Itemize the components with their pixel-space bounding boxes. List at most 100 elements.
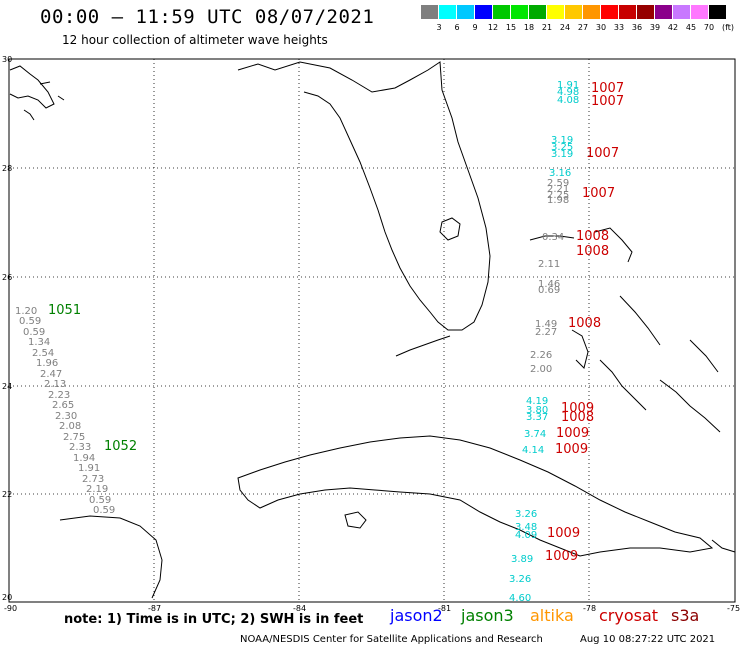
pressure-label: 1008 xyxy=(576,229,609,244)
lat-axis: 30 28 26 24 22 20 xyxy=(2,55,12,602)
wave-height-label: 1.91 xyxy=(78,463,100,474)
colorbar-tick-label: 9 xyxy=(472,23,478,32)
bahamas-east xyxy=(689,339,719,373)
pressure-label: 1009 xyxy=(561,401,594,416)
bahamas-south xyxy=(659,379,721,433)
colorbar-swatch xyxy=(529,5,546,19)
colorbar-swatch xyxy=(421,5,438,19)
satellite-legend-item: cryosat xyxy=(599,606,659,625)
pressure-label: 1009 xyxy=(547,526,580,541)
wave-height-label: 2.33 xyxy=(69,442,91,453)
wave-height-label: 3.19 xyxy=(551,135,573,146)
colorbar-swatch xyxy=(637,5,654,19)
wave-height-label: 1.20 xyxy=(15,306,37,317)
coastline-cuba xyxy=(237,435,714,557)
wave-height-label: 3.16 xyxy=(549,168,571,179)
lon-axis: -90 -87 -84 -81 -78 -75 xyxy=(4,604,740,613)
colorbar-tick-label: 70 xyxy=(703,23,715,32)
wave-height-label: 1.34 xyxy=(28,337,50,348)
florida-keys xyxy=(395,335,451,357)
colorbar-swatch xyxy=(619,5,636,19)
lat-label: 28 xyxy=(2,164,12,173)
pressure-label: 1007 xyxy=(586,146,619,161)
coastlines xyxy=(9,61,736,599)
colorbar-tick-label: 42 xyxy=(667,23,679,32)
colorbar-tick-label: 18 xyxy=(523,23,535,32)
lon-label: -84 xyxy=(293,604,306,613)
satellite-legend-item: s3a xyxy=(671,606,700,625)
wave-height-label: 2.23 xyxy=(48,390,70,401)
pressure-label: 1009 xyxy=(545,549,578,564)
pressure-label: 1051 xyxy=(48,303,81,318)
wave-height-label: 1.94 xyxy=(73,453,95,464)
lat-label: 24 xyxy=(2,382,12,391)
lake-okeechobee xyxy=(439,217,461,241)
wave-height-label: 4.60 xyxy=(509,593,531,604)
colorbar-swatch xyxy=(511,5,528,19)
wave-height-label: 3.74 xyxy=(524,429,546,440)
map-frame xyxy=(8,58,736,603)
coastline-florida xyxy=(237,61,491,331)
lon-label: -90 xyxy=(4,604,17,613)
wave-height-label: 4.98 xyxy=(557,87,579,98)
colorbar-tick-label: 6 xyxy=(454,23,460,32)
lat-label: 22 xyxy=(2,490,12,499)
wave-height-label: 2.25 xyxy=(547,190,569,201)
colorbar-tick-label: 3 xyxy=(436,23,442,32)
colorbar-swatch xyxy=(547,5,564,19)
wave-height-label: 0.59 xyxy=(23,327,45,338)
lon-label: -81 xyxy=(438,604,451,613)
graticule xyxy=(9,59,735,602)
colorbar-swatch xyxy=(493,5,510,19)
coastline-hispaniola xyxy=(711,539,736,553)
wave-height-label: 4.08 xyxy=(557,95,579,106)
wave-height-label: 0.69 xyxy=(538,285,560,296)
pressure-label: 1009 xyxy=(556,426,589,441)
wave-height-label: 1.96 xyxy=(36,358,58,369)
map-title: 00:00 – 11:59 UTC 08/07/2021 xyxy=(40,6,375,28)
wave-height-label: 1.49 xyxy=(535,319,557,330)
wave-height-label: 3.48 xyxy=(515,522,537,533)
colorbar-tick-label: 24 xyxy=(559,23,571,32)
wave-height-label: 3.19 xyxy=(551,149,573,160)
wave-height-label: 2.21 xyxy=(547,184,569,195)
colorbar-tick-label: 39 xyxy=(649,23,661,32)
wave-height-label: 4.19 xyxy=(526,396,548,407)
colorbar-swatch xyxy=(439,5,456,19)
wave-height-label: 2.47 xyxy=(40,369,62,380)
pressure-label: 1007 xyxy=(591,94,624,109)
wave-height-label: 2.30 xyxy=(55,411,77,422)
satellite-legend-item: jason3 xyxy=(461,606,514,625)
lon-label: -87 xyxy=(148,604,161,613)
map-subtitle: 12 hour collection of altimeter wave hei… xyxy=(62,33,328,47)
colorbar-tick-label: 15 xyxy=(505,23,517,32)
wave-height-label: 3.25 xyxy=(551,142,573,153)
wave-height-label: 2.08 xyxy=(59,421,81,432)
wave-height-label: 0.59 xyxy=(93,505,115,516)
pressure-label: 1007 xyxy=(591,81,624,96)
wave-height-label: 4.14 xyxy=(522,445,544,456)
wave-height-label: 2.00 xyxy=(530,364,552,375)
wave-height-label: 2.19 xyxy=(86,484,108,495)
generated-timestamp: Aug 10 08:27:22 UTC 2021 xyxy=(580,634,716,645)
pressure-label: 1008 xyxy=(568,316,601,331)
wave-height-label: 2.75 xyxy=(63,432,85,443)
colorbar-swatch xyxy=(565,5,582,19)
bahamas-eleuthera xyxy=(619,295,661,346)
colorbar-tick-label: 30 xyxy=(595,23,607,32)
wave-height-label: 2.73 xyxy=(82,474,104,485)
wave-observations: 1.200.590.591.342.541.962.472.132.232.65… xyxy=(15,80,624,604)
bahamas-andros xyxy=(571,329,589,369)
pressure-label: 1007 xyxy=(582,186,615,201)
satellite-legend-item: altika xyxy=(530,606,574,625)
pressure-label: 1008 xyxy=(576,244,609,259)
wave-height-label: 3.26 xyxy=(509,574,531,585)
colorbar-swatch xyxy=(691,5,708,19)
pressure-label: 1008 xyxy=(561,410,594,425)
footer-note: note: 1) Time is in UTC; 2) SWH is in fe… xyxy=(64,612,364,627)
pressure-label: 1009 xyxy=(555,442,588,457)
credit-line: NOAA/NESDIS Center for Satellite Applica… xyxy=(240,634,543,645)
colorbar-tick-label: 45 xyxy=(685,23,697,32)
wave-height-label: 4.09 xyxy=(515,530,537,541)
